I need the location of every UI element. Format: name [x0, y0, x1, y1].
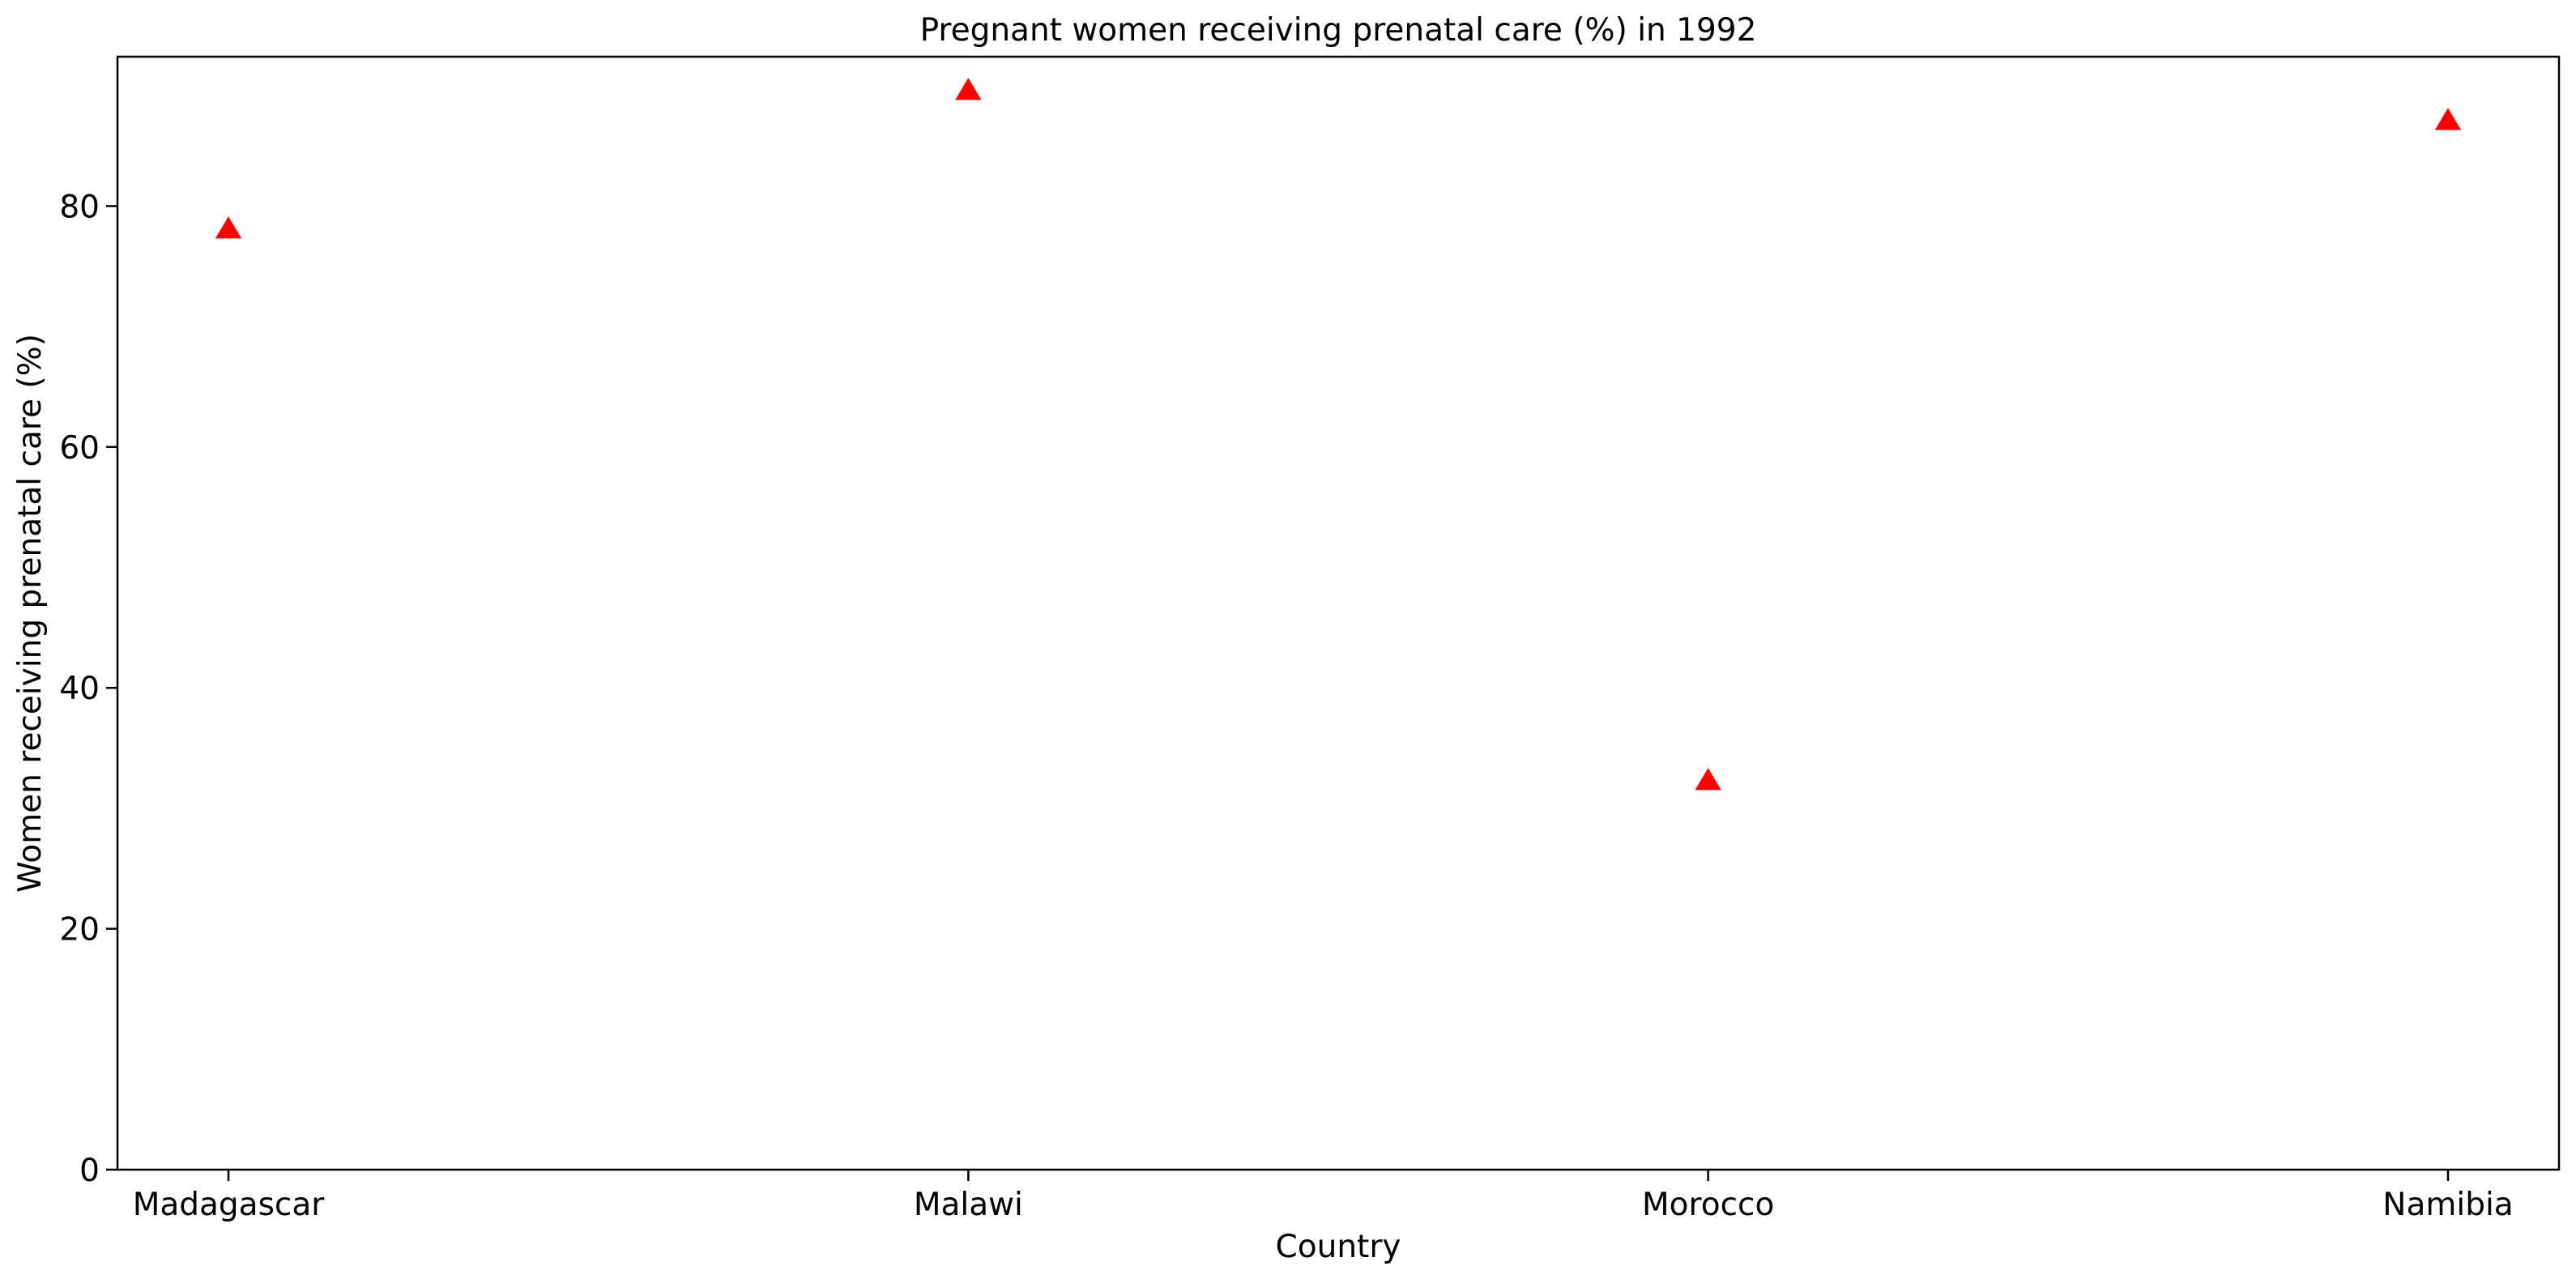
- x-tick-label: Malawi: [914, 1187, 1023, 1223]
- x-axis-ticks: Madagascar Malawi Morocco Namibia: [133, 1170, 2514, 1223]
- y-tick-label: 60: [59, 430, 100, 467]
- y-tick-label: 80: [59, 189, 100, 225]
- x-tick-label: Namibia: [2382, 1187, 2513, 1223]
- data-point-namibia: [2434, 108, 2462, 130]
- y-tick-label: 0: [79, 1153, 100, 1189]
- y-axis-label: Women receiving prenatal care (%): [12, 334, 49, 893]
- data-point-malawi: [955, 78, 982, 100]
- data-point-morocco: [1695, 768, 1721, 791]
- x-axis-label: Country: [1276, 1229, 1401, 1265]
- plot-area-frame: [116, 55, 2561, 1171]
- x-tick-label: Morocco: [1642, 1187, 1774, 1223]
- data-point-madagascar: [215, 216, 242, 239]
- x-tick-label: Madagascar: [133, 1187, 326, 1223]
- y-tick-label: 20: [59, 912, 100, 949]
- chart-title: Pregnant women receiving prenatal care (…: [920, 12, 1757, 49]
- data-markers: [215, 78, 2462, 791]
- y-axis-ticks: 0 20 40 60 80: [59, 189, 117, 1189]
- y-tick-label: 40: [59, 671, 100, 707]
